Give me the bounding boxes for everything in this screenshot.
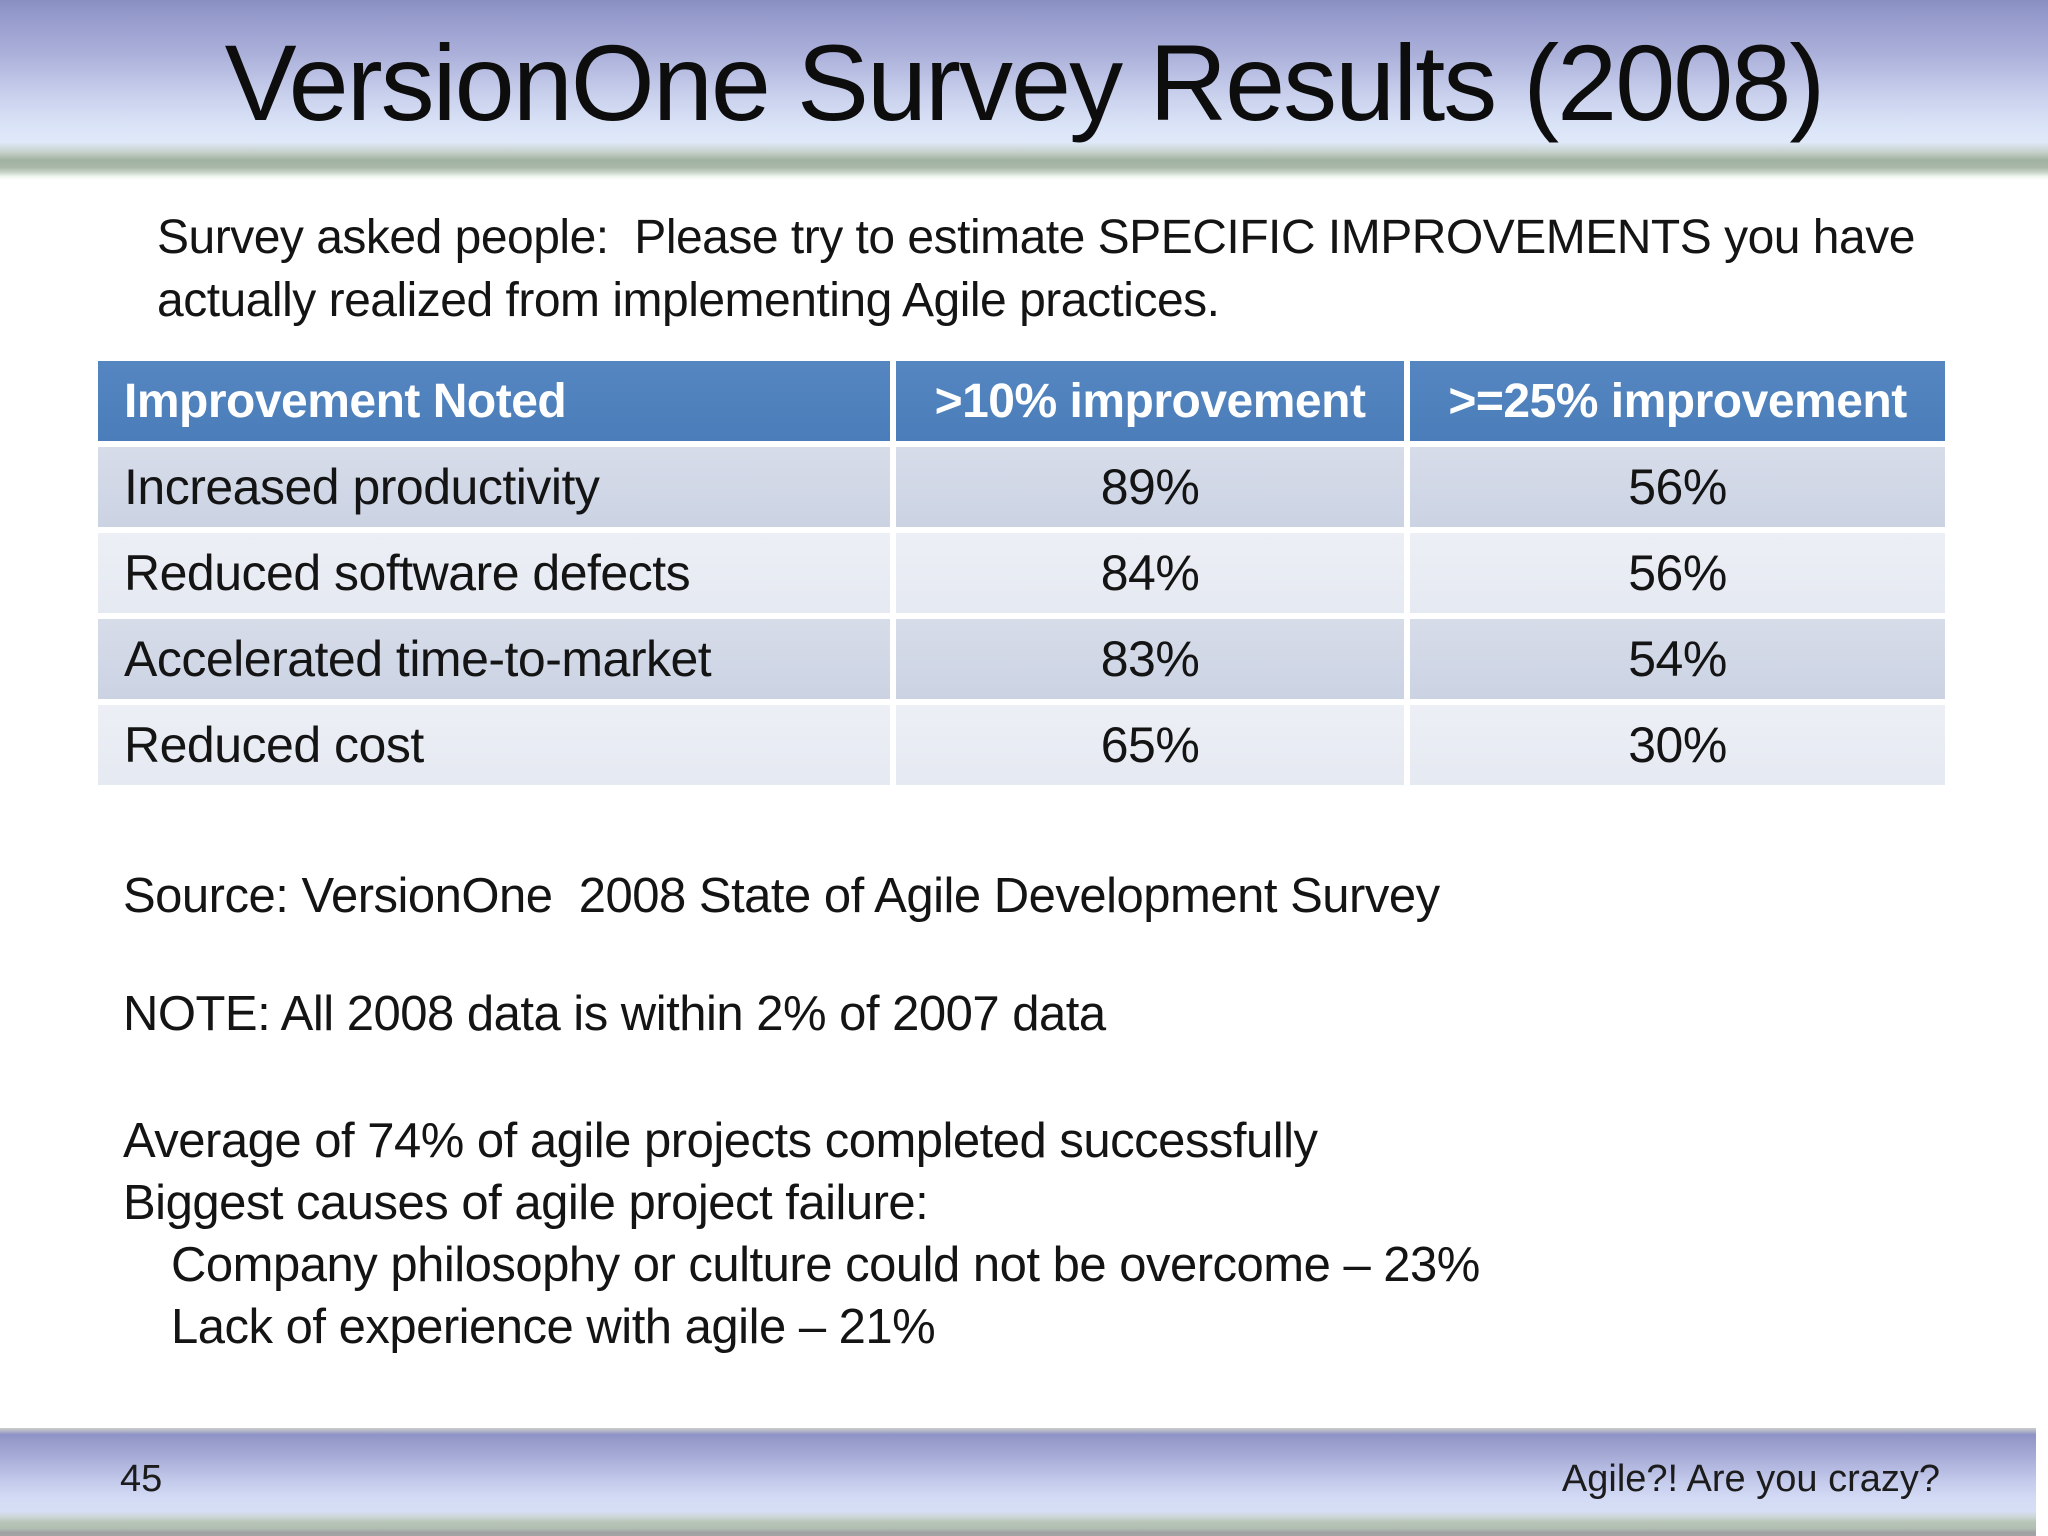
table-cell-ge25: 56%: [1410, 447, 1945, 527]
source-text: Source: VersionOne 2008 State of Agile D…: [123, 869, 1440, 923]
intro-text: Survey asked people: Please try to estim…: [157, 211, 1915, 327]
footer-band: [0, 1428, 2036, 1536]
table-header-improvement-noted: Improvement Noted: [98, 361, 890, 441]
table-cell-improvement: Accelerated time-to-market: [98, 619, 890, 699]
table-header-gt10-improvement: >10% improvement: [896, 361, 1404, 441]
table-header-ge25-improvement: >=25% improvement: [1410, 361, 1945, 441]
survey-results-table: Improvement Noted >10% improvement >=25%…: [98, 361, 1945, 785]
table-cell-improvement: Reduced software defects: [98, 533, 890, 613]
stat-line-lack-experience: Lack of experience with agile – 21%: [171, 1300, 936, 1354]
page-title: VersionOne Survey Results (2008): [224, 22, 1826, 143]
table-cell-gt10: 83%: [896, 619, 1404, 699]
note-text: NOTE: All 2008 data is within 2% of 2007…: [123, 987, 1106, 1041]
table-cell-improvement: Increased productivity: [98, 447, 890, 527]
table-cell-gt10: 65%: [896, 705, 1404, 785]
stat-line-failure-causes: Biggest causes of agile project failure:: [123, 1176, 929, 1230]
table-cell-ge25: 54%: [1410, 619, 1945, 699]
table-cell-gt10: 89%: [896, 447, 1404, 527]
stat-line-company-culture: Company philosophy or culture could not …: [171, 1238, 1480, 1292]
table-cell-gt10: 84%: [896, 533, 1404, 613]
table-cell-improvement: Reduced cost: [98, 705, 890, 785]
stats-block: Average of 74% of agile projects complet…: [123, 1110, 1480, 1358]
table-cell-ge25: 56%: [1410, 533, 1945, 613]
title-band: [0, 0, 2048, 180]
table-cell-ge25: 30%: [1410, 705, 1945, 785]
stat-line-success-rate: Average of 74% of agile projects complet…: [123, 1114, 1318, 1168]
slide-number: 45: [120, 1458, 163, 1500]
footer-deck-title: Agile?! Are you crazy?: [1561, 1458, 1940, 1500]
